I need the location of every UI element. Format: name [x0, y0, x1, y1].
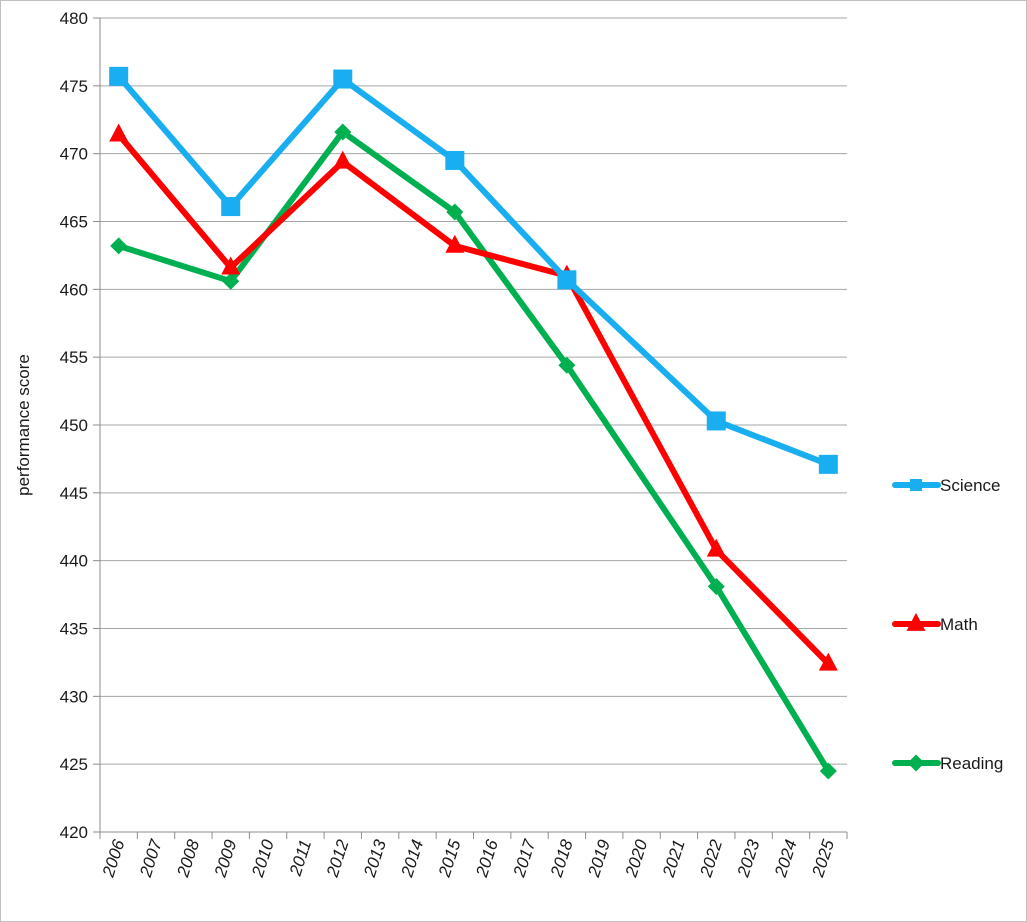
series-reading: [110, 123, 837, 780]
y-tick-label: 435: [60, 620, 88, 639]
legend-item-math: Math: [892, 612, 978, 634]
data-point-science: [818, 454, 838, 474]
data-point-math: [333, 150, 353, 169]
y-tick-labels: 420 425 430 435 440 445 450 455 460 465 470 475 480: [60, 9, 88, 842]
x-tick-label: 2022: [696, 837, 726, 880]
data-point-science: [109, 66, 129, 86]
data-point-math: [818, 652, 838, 671]
legend-item-science: Science: [892, 476, 1000, 495]
y-tick-label: 430: [60, 687, 88, 706]
y-tick-label: 480: [60, 9, 88, 28]
y-tick-label: 440: [60, 552, 88, 571]
y-tick-label: 465: [60, 213, 88, 232]
y-tick-label: 445: [60, 484, 88, 503]
legend-item-reading: Reading: [892, 754, 1003, 773]
x-tick-labels: 2006 2007 2008 2009 2010 2011 2012 2013 2014 2015…: [98, 837, 838, 880]
data-point-science: [221, 197, 241, 217]
y-tick-label: 470: [60, 145, 88, 164]
legend-label: Reading: [940, 754, 1003, 773]
legend-marker: [906, 612, 926, 631]
x-tick-label: 2021: [659, 837, 689, 880]
x-tick-label: 2025: [808, 837, 838, 880]
data-point-reading: [558, 356, 576, 374]
series-line-reading: [115, 128, 832, 774]
x-tick-label: 2007: [136, 837, 166, 880]
legend-label: Math: [940, 615, 978, 634]
series-science: [109, 66, 838, 474]
series-math: [109, 123, 838, 671]
x-tick-label: 2012: [323, 837, 353, 880]
x-tick-label: 2024: [771, 837, 801, 880]
x-tick-label: 2013: [360, 837, 390, 880]
y-axis-label: performance score: [14, 354, 33, 496]
x-tick-label: 2009: [210, 837, 240, 880]
y-tick-label: 450: [60, 416, 88, 435]
data-point-science: [445, 150, 465, 170]
x-tick-label: 2018: [547, 837, 577, 880]
x-tick-label: 2020: [621, 837, 651, 880]
x-tick-label: 2014: [397, 837, 427, 880]
data-point-math: [706, 538, 726, 557]
x-tick-label: 2011: [286, 837, 316, 879]
x-tick-label: 2010: [248, 837, 278, 880]
axes: [93, 17, 848, 839]
data-point-reading: [110, 237, 128, 255]
legend-marker: [907, 754, 925, 772]
data-point-math: [445, 234, 465, 253]
y-tick-label: 420: [60, 823, 88, 842]
x-tick-label: 2016: [472, 837, 502, 880]
x-tick-label: 2019: [584, 837, 614, 880]
data-point-reading: [707, 577, 725, 595]
data-point-reading: [222, 272, 240, 290]
data-point-science: [706, 411, 726, 431]
x-tick-label: 2006: [98, 837, 128, 880]
legend: Science Math Reading: [892, 476, 1003, 773]
data-point-math: [109, 123, 129, 142]
data-point-reading: [446, 203, 464, 221]
data-point-reading: [334, 123, 352, 141]
x-tick-label: 2017: [509, 837, 539, 880]
legend-marker: [910, 479, 922, 491]
gridlines: [100, 17, 847, 765]
data-point-science: [557, 270, 577, 290]
x-tick-label: 2008: [173, 837, 203, 880]
y-tick-label: 460: [60, 280, 88, 299]
x-tick-label: 2015: [435, 837, 465, 880]
x-tick-label: 2023: [733, 837, 763, 880]
data-point-science: [333, 69, 353, 89]
series: [109, 66, 838, 780]
y-tick-label: 475: [60, 77, 88, 96]
legend-label: Science: [940, 476, 1000, 495]
data-point-math: [221, 256, 241, 275]
y-tick-label: 425: [60, 755, 88, 774]
y-tick-label: 455: [60, 348, 88, 367]
data-point-reading: [819, 762, 837, 780]
